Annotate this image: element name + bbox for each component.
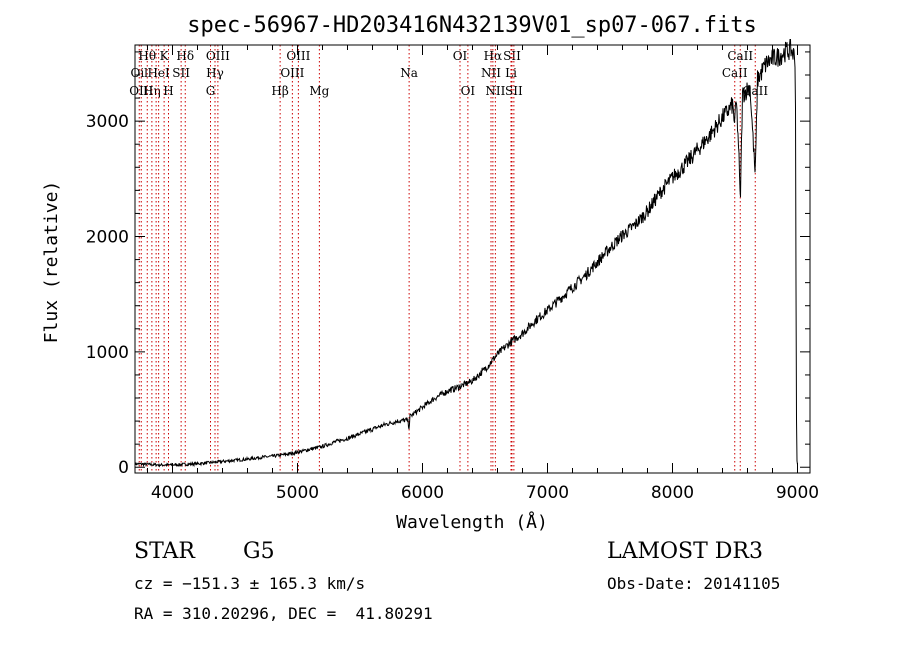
line-marker-label: Li (505, 66, 517, 80)
line-marker-label: H (163, 84, 173, 98)
x-tick-label: 5000 (276, 483, 319, 503)
spectrum-series (134, 39, 798, 468)
line-marker-label: Mg (309, 84, 329, 98)
redshift-cz: cz = −151.3 ± 165.3 km/s (134, 574, 366, 593)
x-axis-label: Wavelength (Å) (396, 511, 548, 533)
line-marker-label: Hη (143, 84, 161, 98)
y-tick-label: 1000 (86, 343, 129, 363)
line-marker-label: CaII (727, 49, 753, 63)
ra-dec: RA = 310.20296, DEC = 41.80291 (134, 604, 433, 623)
line-marker-label: SII (172, 66, 190, 80)
line-marker-label: NII (485, 84, 505, 98)
axis-ticks: 4000 5000 6000 7000 8000 9000 0 1000 2000 3000 (86, 45, 819, 503)
line-marker-label: CaII (722, 66, 748, 80)
y-tick-label: 0 (118, 458, 129, 478)
x-tick-label: 7000 (526, 483, 569, 503)
survey-name: LAMOST DR3 (607, 539, 763, 564)
line-marker-label: NII (481, 66, 501, 80)
line-marker-label: Hα (484, 49, 503, 63)
object-type: STAR (134, 539, 195, 564)
line-marker-label: OIII (286, 49, 310, 63)
observation-date: Obs-Date: 20141105 (607, 574, 781, 593)
x-tick-label: 4000 (151, 483, 194, 503)
spectral-subclass: G5 (243, 539, 275, 564)
line-marker-label: OIII (280, 66, 304, 80)
line-marker-label: OI (461, 84, 476, 98)
line-marker-label: OI (453, 49, 468, 63)
spectrum-line (134, 39, 798, 468)
line-marker-label: Hγ (206, 66, 224, 80)
line-marker-label: Oil (130, 66, 148, 80)
line-marker-label: OIII (206, 49, 230, 63)
spectral-line-markers: OilOIIIHθHηHeIKHSIIHδGHγOIIIHβOIIIOIIIMg… (129, 45, 768, 473)
spectrum-chart: spec-56967-HD203416N432139V01_sp07-067.f… (41, 13, 819, 533)
plot-frame (134, 44, 811, 474)
y-tick-label: 3000 (86, 112, 129, 132)
y-tick-label: 2000 (86, 228, 129, 248)
chart-title: spec-56967-HD203416N432139V01_sp07-067.f… (187, 13, 757, 38)
line-marker-label: HeI (147, 66, 170, 80)
line-marker-label: SII (505, 84, 523, 98)
line-marker-label: SII (503, 49, 521, 63)
line-marker-label: Na (400, 66, 418, 80)
line-marker-label: Hδ (176, 49, 194, 63)
x-tick-label: 9000 (776, 483, 819, 503)
line-marker-label: Hθ (138, 49, 156, 63)
line-marker-label: G (206, 84, 216, 98)
x-tick-label: 6000 (401, 483, 444, 503)
x-tick-label: 8000 (651, 483, 694, 503)
line-marker-label: Hβ (271, 84, 288, 98)
y-axis-label: Flux (relative) (41, 181, 62, 344)
line-marker-label: K (160, 49, 170, 63)
